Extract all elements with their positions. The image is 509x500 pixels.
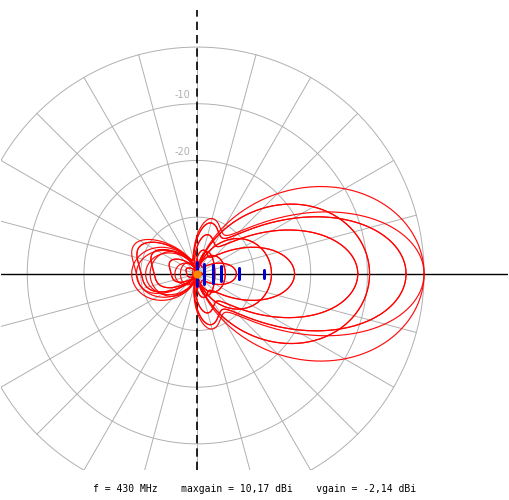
Text: f = 430 MHz    maxgain = 10,17 dBi    vgain = -2,14 dBi: f = 430 MHz maxgain = 10,17 dBi vgain = … bbox=[93, 484, 416, 494]
Text: -10: -10 bbox=[175, 90, 190, 101]
Text: -20: -20 bbox=[175, 147, 190, 157]
